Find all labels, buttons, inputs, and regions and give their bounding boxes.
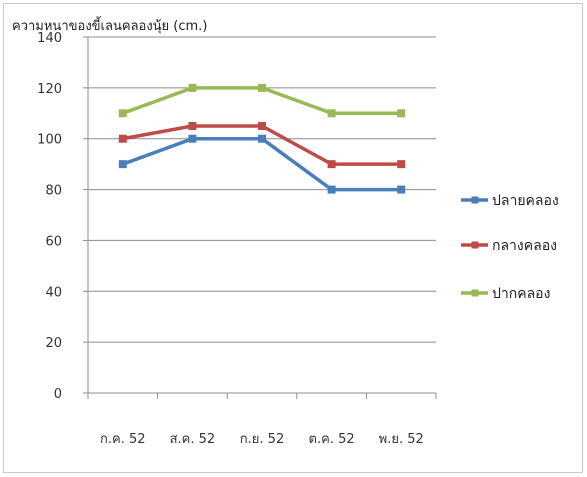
x-tick-label: ส.ค. 52: [170, 432, 216, 447]
y-tick-label: 140: [37, 31, 62, 46]
data-point: [258, 83, 266, 92]
chart-title: ความหนาของขี้เลนคลองนุ้ย (cm.): [12, 16, 207, 34]
data-point: [327, 185, 336, 194]
data-point: [188, 83, 197, 92]
series-line-2: [121, 124, 403, 166]
y-tick-labels: 0 20 40 60 80 100 120 140: [37, 31, 62, 402]
data-point: [118, 134, 127, 143]
data-point: [397, 109, 406, 118]
series-lines: [118, 83, 406, 194]
legend-label: กลางคลอง: [492, 238, 557, 254]
x-tick-label: พ.ย. 52: [379, 432, 424, 447]
y-tick-label: 20: [45, 336, 62, 351]
data-point: [258, 122, 266, 130]
y-tick-label: 40: [45, 285, 62, 300]
legend-label: ปากคลอง: [492, 286, 550, 302]
y-tick-label: 120: [37, 82, 62, 97]
data-point: [327, 160, 336, 169]
data-point: [188, 134, 197, 143]
y-tick-label: 80: [45, 184, 62, 199]
chart-frame: [3, 3, 583, 473]
data-point: [118, 160, 127, 169]
data-point: [258, 134, 266, 143]
legend-marker: [471, 241, 479, 249]
x-tick-label: ก.ค. 52: [100, 432, 146, 447]
y-tick-label: 100: [37, 133, 62, 148]
legend-marker: [471, 196, 479, 204]
legend-label: ปลายคลอง: [492, 193, 559, 209]
data-point: [397, 185, 406, 194]
x-tick-label: ก.ย. 52: [240, 432, 284, 447]
x-tick-labels: ก.ค. 52 ส.ค. 52 ก.ย. 52 ต.ค. 52 พ.ย. 52: [100, 432, 424, 447]
data-point: [327, 109, 336, 118]
axes: [83, 36, 437, 399]
legend-marker: [471, 289, 479, 297]
data-point: [397, 160, 406, 169]
y-tick-label: 60: [45, 234, 62, 249]
y-tick-label: 0: [54, 387, 62, 402]
data-point: [118, 109, 127, 118]
data-point: [188, 122, 197, 130]
x-tick-label: ต.ค. 52: [309, 432, 355, 447]
